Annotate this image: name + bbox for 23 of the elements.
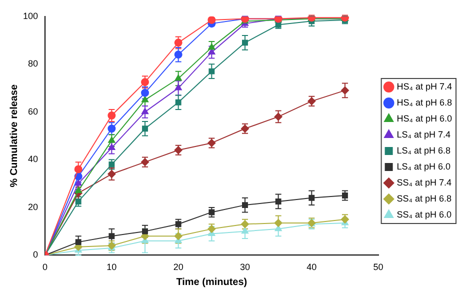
x-tick-label: 30 xyxy=(240,262,250,272)
legend-label: SS₄ at pH 6.0 xyxy=(396,209,452,220)
legend-label: LS₄ at pH 6.8 xyxy=(396,145,451,156)
legend-label: SS₄ at pH 6.8 xyxy=(396,193,452,204)
y-axis-title: % Cumulative release xyxy=(8,84,20,188)
x-tick-label: 50 xyxy=(373,262,384,272)
y-tick-label: 20 xyxy=(28,202,38,212)
x-tick-label: 10 xyxy=(106,262,117,272)
y-tick-label: 80 xyxy=(28,58,38,69)
legend-label: HS₄ at pH 7.4 xyxy=(396,81,452,92)
legend-label: SS₄ at pH 7.4 xyxy=(396,177,452,188)
y-tick-label: 60 xyxy=(28,106,38,116)
y-tick-label: 0 xyxy=(33,250,38,260)
legend-label: LS₄ at pH 7.4 xyxy=(396,129,451,140)
legend-label: LS₄ at pH 6.0 xyxy=(396,161,451,172)
x-tick-label: 40 xyxy=(306,262,317,272)
x-axis-title: Time (minutes) xyxy=(176,276,248,288)
x-tick-label: 0 xyxy=(42,262,48,272)
legend-label: HS₄ at pH 6.0 xyxy=(396,113,452,124)
x-tick-label: 20 xyxy=(173,262,184,272)
legend-label: HS₄ at pH 6.8 xyxy=(396,97,452,108)
y-tick-label: 40 xyxy=(28,154,38,164)
y-tick-label: 100 xyxy=(22,10,38,21)
